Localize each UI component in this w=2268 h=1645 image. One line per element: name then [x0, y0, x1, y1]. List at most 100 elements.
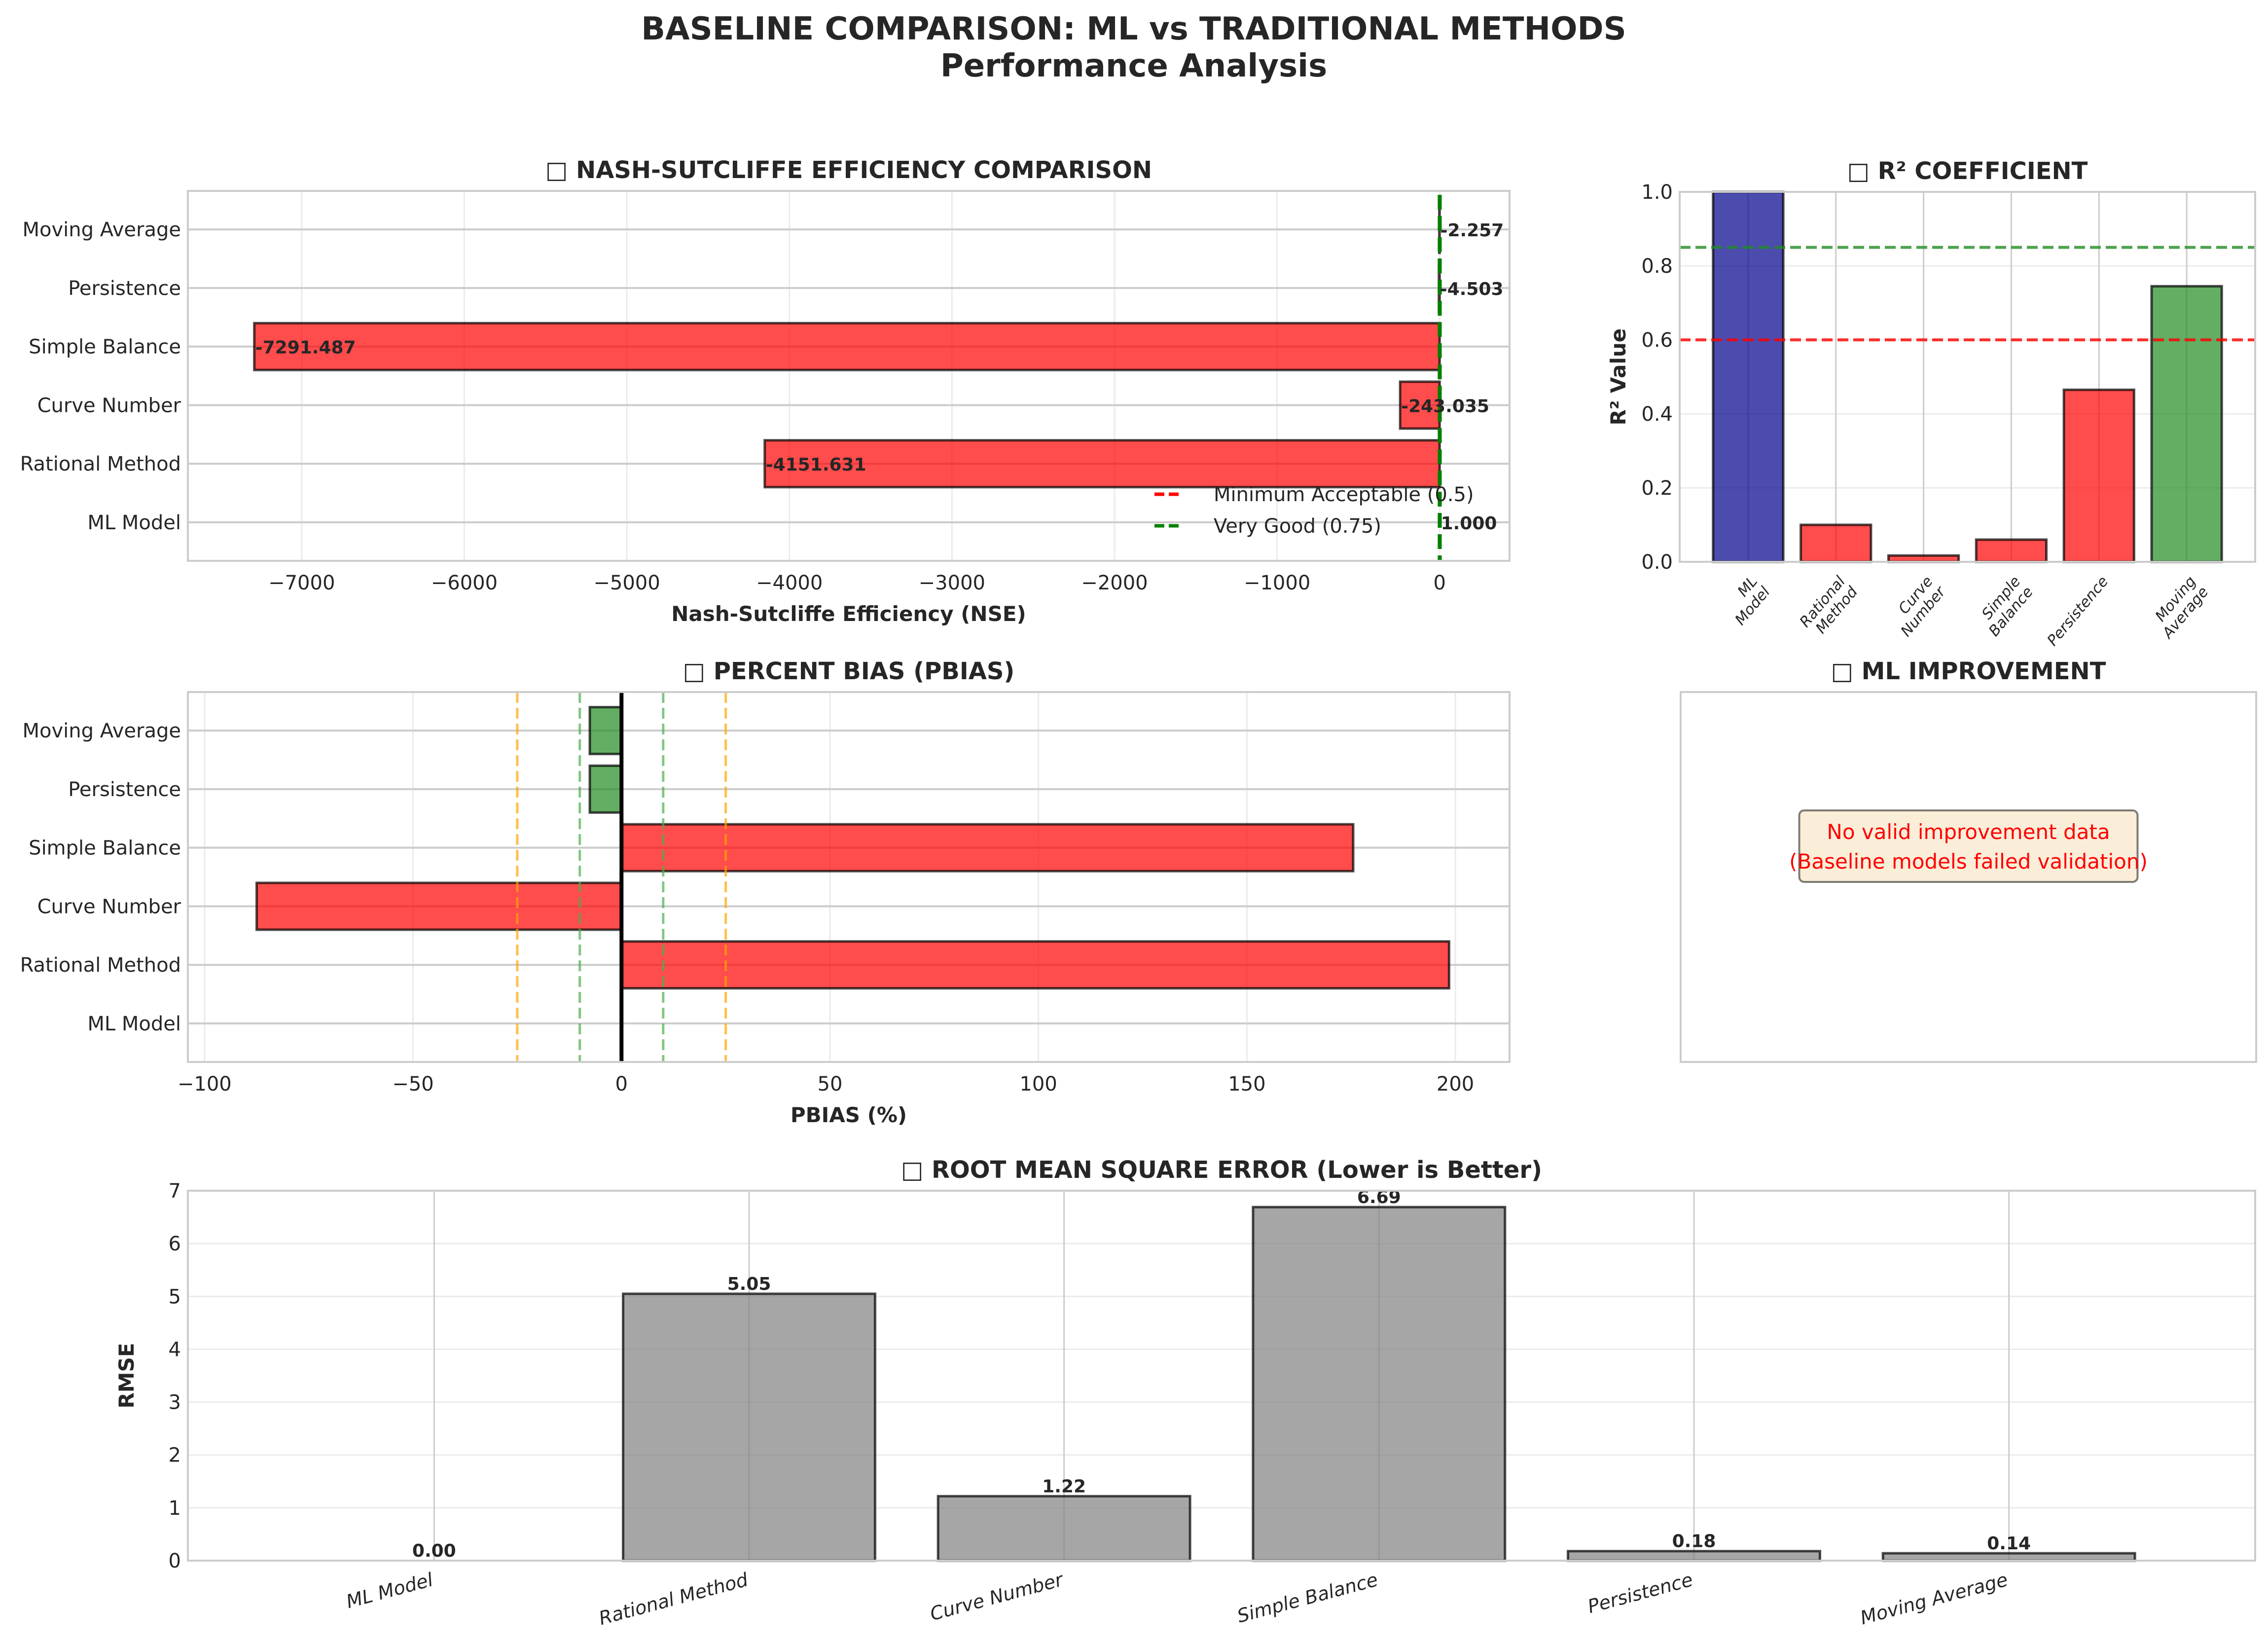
bar-value-label: 5.05: [727, 1274, 771, 1294]
x-tick-label: −2000: [1081, 572, 1148, 594]
bar-value-label: -4151.631: [766, 455, 866, 475]
y-tick-label: 1: [169, 1497, 181, 1520]
message-box: [1798, 809, 2139, 883]
bar: [763, 439, 1441, 489]
y-tick-label: ML Model: [87, 1013, 181, 1035]
plot-area: [188, 191, 1510, 561]
bar-value-label: 0.00: [412, 1541, 456, 1561]
bar: [253, 322, 1441, 371]
y-tick-label: 0.0: [1641, 551, 1673, 574]
bar-value-label: -243.035: [1401, 396, 1489, 416]
x-axis-label: Nash-Sutcliffe Efficiency (NSE): [671, 602, 1026, 626]
bar: [1252, 1206, 1507, 1562]
bar: [1399, 380, 1441, 430]
axes-frame: [1679, 191, 2256, 563]
bar-value-label: 0.14: [1987, 1534, 2031, 1554]
legend-label: Minimum Acceptable (0.5): [1214, 483, 1474, 506]
axes-frame: [187, 1190, 2256, 1562]
message-line-1: No valid improvement data: [1827, 820, 2110, 844]
bar: [1567, 1550, 1821, 1562]
x-tick-label: 150: [1228, 1073, 1265, 1096]
x-tick-label: 200: [1437, 1073, 1474, 1096]
x-tick-label: 0: [1434, 572, 1446, 594]
x-tick-label: 50: [818, 1073, 843, 1096]
plot-area: [188, 692, 1510, 1062]
bar-value-label: 1.22: [1042, 1476, 1086, 1497]
x-tick-label: −4000: [756, 572, 823, 594]
y-axis-label: R² Value: [1606, 329, 1630, 426]
axes-frame: [1680, 691, 2257, 1063]
rmse-chart: □ ROOT MEAN SQUARE ERROR (Lower is Bette…: [114, 1156, 2256, 1629]
bar-value-label: 1.000: [1441, 513, 1497, 534]
bar: [2062, 388, 2135, 563]
y-axis-label: RMSE: [114, 1343, 139, 1408]
bar-value-label: -4.503: [1440, 279, 1504, 299]
bar: [255, 881, 623, 931]
x-axis-label: PBIAS (%): [791, 1103, 907, 1127]
axes-frame: [187, 190, 1511, 562]
legend: Minimum Acceptable (0.5) Very Good (0.75): [1154, 483, 1474, 538]
chart-title: □ ROOT MEAN SQUARE ERROR (Lower is Bette…: [901, 1156, 1542, 1184]
message-line-2: (Baseline models failed validation): [1789, 849, 2148, 874]
y-tick-label: 0.8: [1641, 255, 1673, 278]
y-tick-label: 3: [169, 1391, 181, 1414]
axes-frame: [187, 691, 1511, 1063]
y-tick-label: ML Model: [87, 512, 181, 534]
x-tick-label: 100: [1019, 1073, 1057, 1096]
bar: [1712, 190, 1785, 563]
y-tick-label: Rational Method: [20, 453, 181, 475]
y-tick-label: 4: [169, 1338, 181, 1361]
y-tick-label: 0.4: [1641, 403, 1673, 426]
bar: [1975, 538, 2048, 563]
y-tick-label: 5: [169, 1285, 181, 1308]
x-tick-label: −6000: [431, 572, 498, 594]
bar: [1800, 523, 1872, 563]
y-tick-label: 6: [169, 1233, 181, 1255]
improvement-panel: □ ML IMPROVEMENT No valid improvement dat…: [1680, 658, 2257, 1063]
bar: [622, 1292, 876, 1562]
bar-value-label: 0.18: [1672, 1532, 1716, 1552]
x-tick-label: −1000: [1244, 572, 1310, 594]
y-tick-label: Simple Balance: [29, 837, 181, 860]
pbias-chart: □ PERCENT BIAS (PBIAS) −100 −50 0 50 100 150 20…: [20, 658, 1511, 1127]
y-tick-label: Curve Number: [37, 394, 181, 417]
y-tick-label: Curve Number: [37, 895, 181, 918]
y-tick-label: 0.2: [1641, 477, 1673, 500]
bar: [588, 764, 623, 814]
figure-title: BASELINE COMPARISON: ML vs TRADITIONAL M…: [641, 11, 1626, 47]
y-tick-label: 7: [169, 1180, 181, 1203]
y-tick-label: Moving Average: [23, 720, 181, 742]
bar: [620, 940, 1450, 990]
x-tick-label: −3000: [919, 572, 985, 594]
plot-area: [188, 1191, 2255, 1561]
x-tick-label: −100: [178, 1073, 232, 1096]
chart-title: □ ML IMPROVEMENT: [1831, 658, 2106, 685]
nse-chart: □ NASH-SUTCLIFFE EFFICIENCY COMPARISON −7…: [20, 156, 1511, 626]
y-tick-label: Moving Average: [23, 219, 181, 241]
bar: [1881, 1552, 2136, 1562]
legend-label: Very Good (0.75): [1214, 515, 1381, 538]
figure-subtitle: Performance Analysis: [940, 48, 1327, 84]
y-tick-label: 2: [169, 1444, 181, 1467]
y-tick-label: 0: [169, 1550, 181, 1572]
y-tick-label: Rational Method: [20, 954, 181, 977]
bar: [936, 1495, 1191, 1562]
bar: [2150, 285, 2223, 563]
bar: [588, 706, 623, 756]
chart-title: □ NASH-SUTCLIFFE EFFICIENCY COMPARISON: [545, 156, 1152, 184]
y-tick-label: 0.6: [1641, 329, 1673, 352]
y-tick-label: Simple Balance: [29, 336, 181, 359]
x-tick-label: 0: [615, 1073, 628, 1096]
chart-title: □ PERCENT BIAS (PBIAS): [683, 658, 1015, 685]
bar: [620, 823, 1355, 873]
x-tick-label: −5000: [593, 572, 660, 594]
x-tick-label: −50: [392, 1073, 433, 1096]
bar-value-label: -7291.487: [255, 338, 356, 358]
bar-value-label: -2.257: [1440, 220, 1504, 241]
x-tick-label: −7000: [268, 572, 335, 594]
y-tick-label: Persistence: [68, 778, 181, 801]
y-tick-label: 1.0: [1641, 181, 1673, 204]
chart-title: □ R² COEFFICIENT: [1847, 157, 2088, 185]
y-tick-label: Persistence: [68, 277, 181, 300]
